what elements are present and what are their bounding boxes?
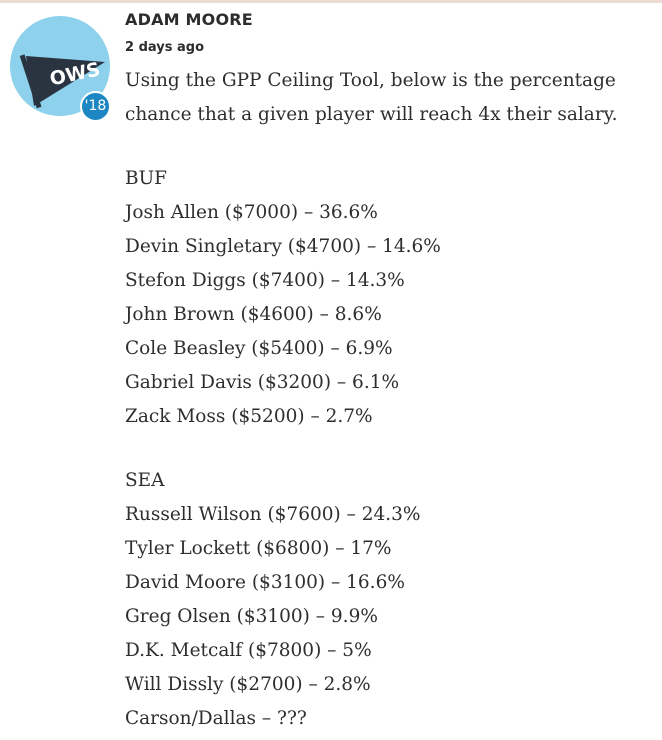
player-line: Russell Wilson ($7600) – 24.3% — [125, 504, 421, 525]
player-line: Devin Singletary ($4700) – 14.6% — [125, 236, 441, 257]
comment-timestamp[interactable]: 2 days ago — [125, 40, 204, 55]
pennant-icon: OWS — [19, 54, 105, 109]
author-name[interactable]: ADAM MOORE — [125, 10, 253, 29]
player-line: Gabriel Davis ($3200) – 6.1% — [125, 372, 400, 393]
player-line: David Moore ($3100) – 16.6% — [125, 572, 405, 593]
intro-line: Using the GPP Ceiling Tool, below is the… — [125, 70, 616, 91]
player-line: John Brown ($4600) – 8.6% — [125, 304, 382, 325]
year-badge: '18 — [80, 91, 111, 122]
player-line: Cole Beasley ($5400) – 6.9% — [125, 338, 393, 359]
player-line: Greg Olsen ($3100) – 9.9% — [125, 606, 378, 627]
team-heading-buf: BUF — [125, 168, 168, 189]
comment-body: Using the GPP Ceiling Tool, below is the… — [125, 64, 655, 736]
player-line: Carson/Dallas – ??? — [125, 708, 307, 729]
player-line: Zack Moss ($5200) – 2.7% — [125, 406, 373, 427]
player-line: Tyler Lockett ($6800) – 17% — [125, 538, 392, 559]
avatar[interactable]: OWS — [10, 16, 110, 116]
intro-line: chance that a given player will reach 4x… — [125, 104, 618, 125]
player-line: Stefon Diggs ($7400) – 14.3% — [125, 270, 405, 291]
top-divider — [0, 0, 662, 3]
player-line: Josh Allen ($7000) – 36.6% — [125, 202, 378, 223]
player-line: Will Dissly ($2700) – 2.8% — [125, 674, 371, 695]
player-line: D.K. Metcalf ($7800) – 5% — [125, 640, 372, 661]
team-heading-sea: SEA — [125, 470, 165, 491]
